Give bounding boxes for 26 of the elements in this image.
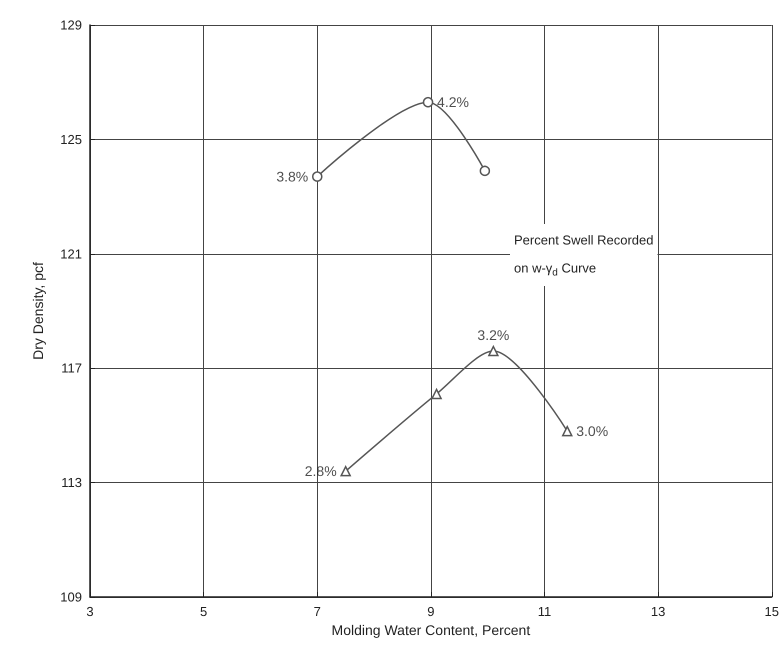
x-tick-label: 5 [200,604,208,619]
x-tick-label: 13 [650,604,666,619]
point [312,171,323,182]
y-tick-label: 129 [60,18,82,32]
point [480,166,490,176]
x-tick-label: 11 [538,604,552,619]
annotation: 3.0% [576,423,608,440]
y-tick-label: 121 [60,246,82,262]
point [340,466,351,476]
x-tick-label: 9 [427,604,434,619]
y-axis-title: Dry Density, pcf [30,262,46,360]
annotation: 3.8% [276,168,308,185]
y-tick-label: 117 [61,360,82,376]
annotation: 4.2% [437,94,469,110]
point [488,346,499,356]
point [562,426,572,436]
x-axis-title: Molding Water Content, Percent [332,622,530,638]
x-tick-label: 3 [86,604,94,619]
y-tick-label: 109 [60,590,82,604]
annotation: 3.2% [477,327,510,344]
y-tick-label: 125 [60,132,82,147]
y-tick-label: 113 [61,475,82,490]
point [422,96,434,108]
point [431,388,442,400]
x-tick-label: 7 [314,604,321,619]
x-tick-label: 15 [764,604,780,619]
